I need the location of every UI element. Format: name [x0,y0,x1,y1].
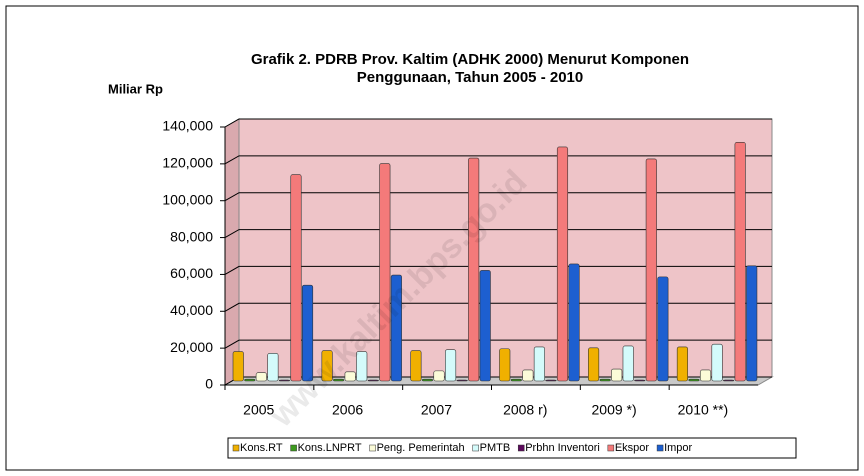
bar [278,379,290,382]
bar [657,276,669,382]
bar [255,372,267,382]
x-tick-label: 2005 [243,402,274,418]
bar [588,347,600,382]
bar [445,349,457,382]
chart-title: Grafik 2. PDRB Prov. Kaltim (ADHK 2000) … [251,51,689,68]
bar [645,158,657,382]
chart-title: Penggunaan, Tahun 2005 - 2010 [357,69,583,86]
legend-swatch [369,444,376,452]
x-tick-label: 2007 [421,402,452,418]
bar [367,379,379,382]
bar [421,378,434,382]
grid-line [224,302,772,312]
legend-swatch [656,444,664,452]
bar [321,350,333,382]
bar [522,369,534,382]
grid-line [224,192,772,202]
y-tick-label: 0 [205,376,213,392]
legend-label: PMTB [480,442,511,454]
bar [379,163,391,382]
bar [456,379,468,382]
legend-label: Prbhn Inventori [525,442,600,454]
bar [545,379,557,382]
y-tick-label: 60,000 [170,265,213,281]
bar [301,284,314,382]
bar [390,274,402,382]
x-tick-label: 2008 r) [503,402,547,418]
grid-line [224,265,772,275]
legend-swatch [517,444,525,452]
x-tick-label: 2006 [332,402,363,418]
y-tick-label: 120,000 [162,155,213,171]
y-tick-label: 100,000 [162,191,213,207]
bar [290,174,302,382]
bar [568,263,580,382]
bar [599,378,611,382]
bar [479,270,491,382]
bar [468,157,480,382]
back-wall [238,118,773,378]
bar [344,371,356,382]
legend-swatch [472,444,479,452]
grid-line [224,118,772,128]
y-tick-label: 80,000 [170,228,213,244]
legend-box [227,437,797,459]
y-tick-label: 40,000 [170,302,213,318]
x-tick-label: 2010 **) [678,402,729,418]
grid-line [224,339,772,349]
bar [267,353,279,382]
bar [676,346,688,382]
grid-line [224,155,772,165]
bar [232,351,244,382]
legend-label: Kons.RT [240,442,283,454]
bar [244,378,256,382]
legend-label: Peng. Pemerintah [377,442,465,454]
bar [711,343,723,382]
bar [611,368,623,382]
bar [688,378,700,382]
bar [433,370,445,382]
y-axis-label: Miliar Rp [108,81,163,96]
bar [333,378,345,382]
bar [356,351,368,382]
side-wall [224,118,240,386]
bar [634,379,646,382]
bar [533,346,545,382]
legend-swatch [232,444,240,452]
y-tick-label: 20,000 [170,339,213,355]
legend-swatch [607,444,615,452]
bar [723,379,735,382]
legend-swatch [290,444,297,452]
bar [410,350,422,382]
bar [622,345,634,382]
bar [499,348,511,382]
bar [699,369,712,382]
bar [746,265,758,382]
legend-label: Kons.LNPRT [298,442,362,454]
bar [556,146,569,382]
grid-line [224,229,772,239]
x-tick-label: 2009 *) [592,402,637,418]
legend-label: Ekspor [615,442,650,454]
legend-label: Impor [664,442,692,454]
bar [510,378,522,382]
bar [734,142,746,382]
y-tick-label: 140,000 [162,118,213,134]
